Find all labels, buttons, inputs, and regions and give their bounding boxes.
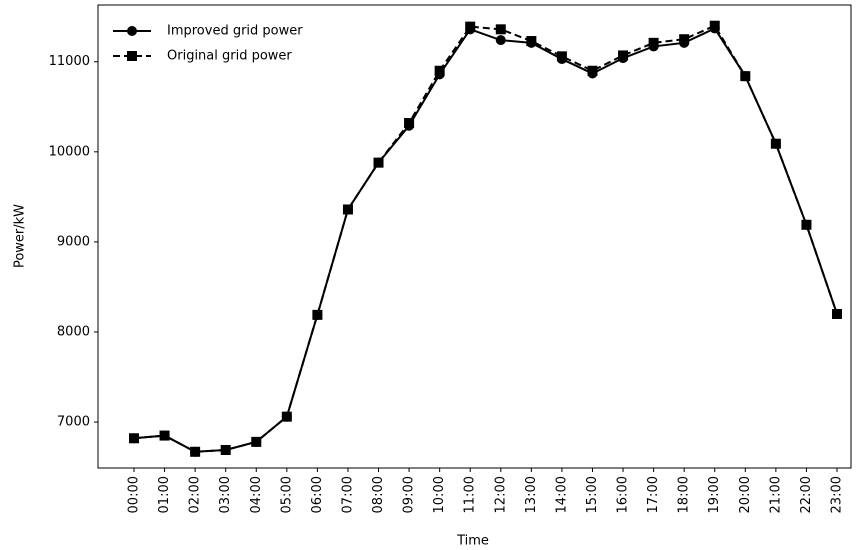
x-tick-label: 09:00 [402, 476, 417, 513]
x-tick-label: 14:00 [554, 476, 569, 513]
legend-label: Original grid power [167, 49, 292, 64]
x-tick-label: 17:00 [646, 476, 661, 513]
legend-marker [127, 51, 137, 61]
data-point [770, 138, 781, 149]
data-point [434, 69, 445, 80]
legend-label: Improved grid power [167, 24, 303, 39]
x-axis-label: Time [456, 534, 489, 549]
x-tick-label: 20:00 [738, 476, 753, 513]
data-point [251, 436, 262, 447]
data-point [740, 71, 751, 82]
data-point [312, 309, 323, 320]
y-tick-label: 8000 [57, 324, 90, 339]
x-tick-label: 23:00 [830, 476, 845, 513]
x-tick-label: 03:00 [218, 476, 233, 513]
x-tick-label: 05:00 [279, 476, 294, 513]
plot-frame [97, 4, 852, 469]
data-point [618, 53, 629, 64]
data-point [465, 24, 476, 35]
x-tick-label: 10:00 [432, 476, 447, 513]
data-point [709, 23, 720, 34]
x-tick-label: 00:00 [127, 476, 142, 513]
legend-marker [127, 26, 137, 36]
data-point [129, 433, 139, 444]
data-point [373, 157, 384, 168]
x-tick-label: 19:00 [707, 476, 722, 513]
x-tick-label: 21:00 [768, 476, 783, 513]
data-point [281, 411, 292, 422]
data-point [342, 204, 353, 215]
y-axis-label: Power/kW [13, 204, 28, 268]
series-line [133, 24, 838, 453]
x-tick-label: 02:00 [188, 476, 203, 513]
data-point [404, 120, 415, 131]
x-tick-label: 22:00 [799, 476, 814, 513]
x-tick-label: 06:00 [310, 476, 325, 513]
data-point [526, 37, 537, 48]
y-tick-label: 7000 [57, 415, 90, 430]
data-point [679, 37, 690, 48]
data-point [556, 54, 567, 65]
y-tick-label: 11000 [49, 54, 90, 69]
x-tick-label: 12:00 [493, 476, 508, 513]
x-tick-label: 08:00 [371, 476, 386, 513]
data-point [587, 68, 598, 79]
data-point [495, 24, 506, 35]
data-point [495, 35, 506, 46]
data-point [648, 41, 659, 52]
series-line [133, 27, 838, 453]
x-tick-label: 18:00 [677, 476, 692, 513]
data-point [159, 430, 170, 441]
x-tick-label: 11:00 [463, 476, 478, 513]
y-tick-label: 9000 [57, 234, 90, 249]
y-tick-label: 10000 [49, 144, 90, 159]
data-point [190, 446, 201, 457]
x-tick-label: 07:00 [340, 476, 355, 513]
x-tick-label: 15:00 [585, 476, 600, 513]
x-tick-label: 13:00 [524, 476, 539, 513]
x-tick-label: 01:00 [157, 476, 172, 513]
data-point [832, 308, 842, 319]
data-point [801, 219, 812, 230]
x-tick-label: 16:00 [616, 476, 631, 513]
data-point [220, 444, 231, 455]
x-tick-label: 04:00 [249, 476, 264, 513]
